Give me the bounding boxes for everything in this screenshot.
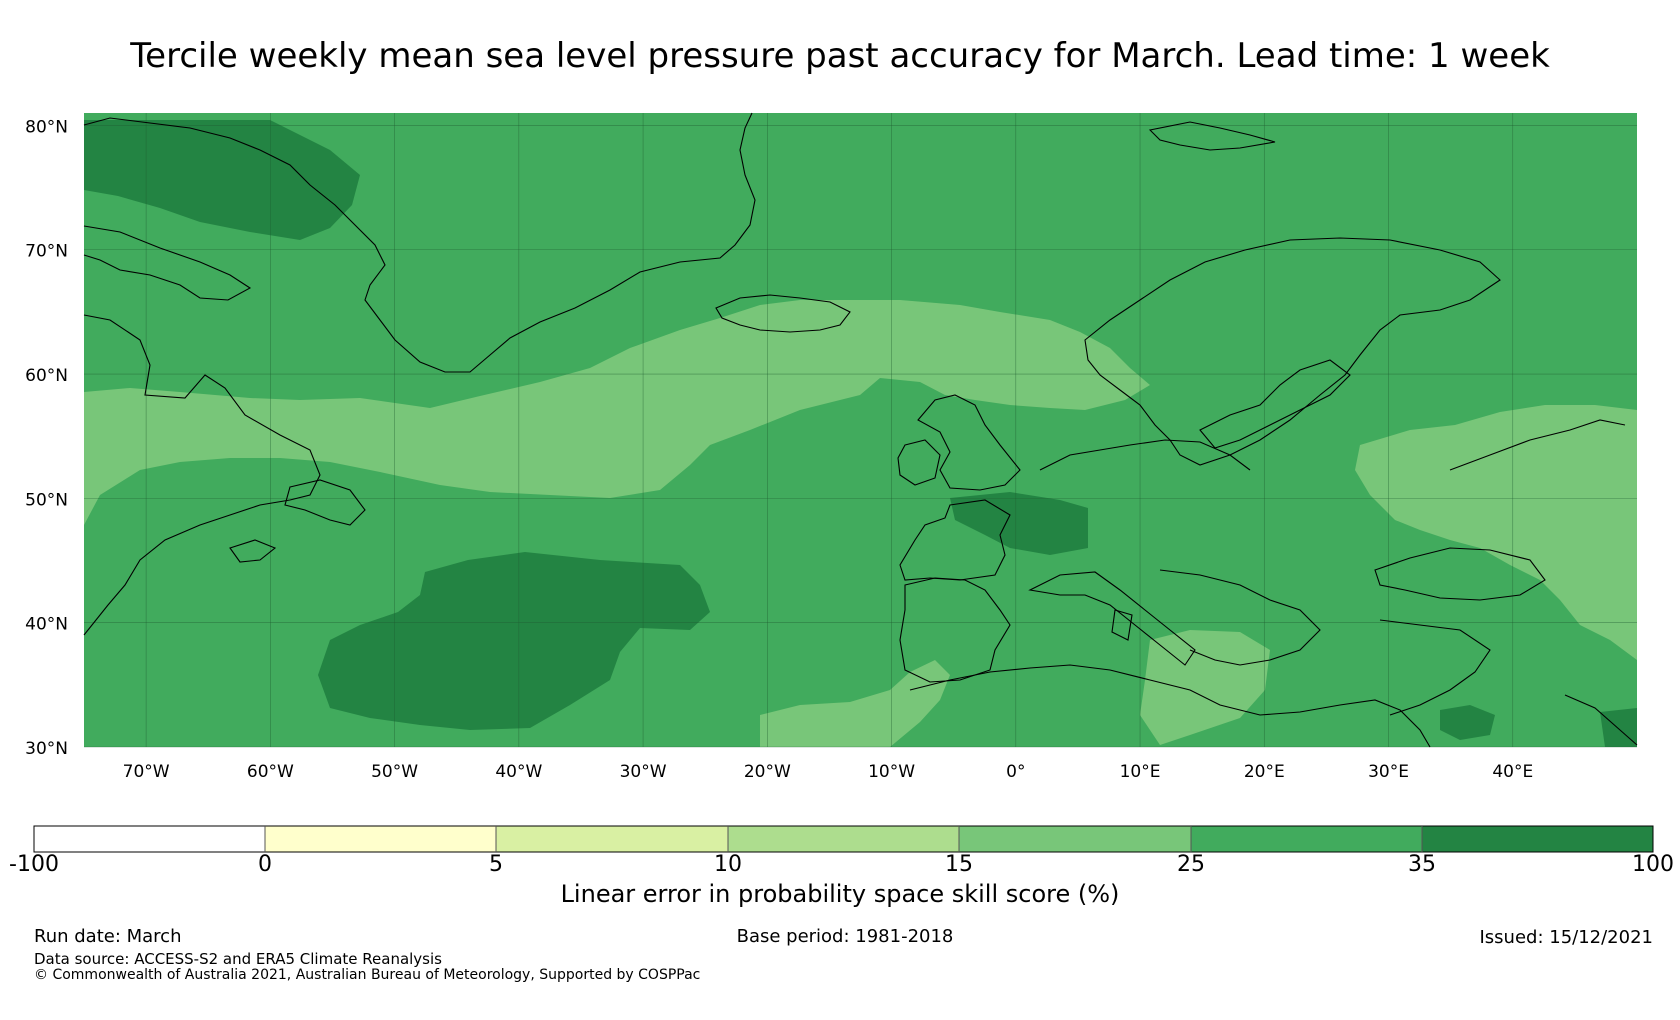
cbar-tick-label: 0 xyxy=(258,852,272,877)
latitude-label: 60°N xyxy=(25,366,68,386)
issued-date: Issued: 15/12/2021 xyxy=(1479,927,1653,948)
cbar-tick-label: 25 xyxy=(1177,852,1205,877)
skill-region-high-greenland xyxy=(84,120,360,240)
longitude-label: 30°W xyxy=(620,762,667,782)
cbar-tick-label: 10 xyxy=(714,852,742,877)
skill-region-high-east-med xyxy=(1440,705,1495,740)
skill-region-high-arabia xyxy=(1600,708,1637,747)
longitude-label: 0° xyxy=(1006,762,1025,782)
longitude-label: 20°E xyxy=(1244,762,1285,782)
cbar-bin-3 xyxy=(496,826,728,852)
run-date: Run date: March xyxy=(34,926,182,947)
cbar-bin-6 xyxy=(1191,826,1422,852)
longitude-label: 40°E xyxy=(1492,762,1533,782)
base-period: Base period: 1981-2018 xyxy=(736,926,954,947)
longitude-label: 30°E xyxy=(1368,762,1409,782)
longitude-label: 60°W xyxy=(247,762,294,782)
cbar-tick-label: 15 xyxy=(945,852,973,877)
longitude-label: 10°E xyxy=(1120,762,1161,782)
latitude-label: 30°N xyxy=(25,739,68,759)
data-source: Data source: ACCESS-S2 and ERA5 Climate … xyxy=(34,950,442,968)
latitude-label: 70°N xyxy=(25,242,68,262)
longitude-label: 50°W xyxy=(371,762,418,782)
cbar-tick-label: 5 xyxy=(489,852,503,877)
skill-region-mid-libya xyxy=(1140,630,1270,745)
cbar-tick-label: -100 xyxy=(9,852,59,877)
cbar-bin-1 xyxy=(34,826,265,852)
skill-region-mid-eastern-europe xyxy=(1355,405,1637,660)
colorbar-label: Linear error in probability space skill … xyxy=(560,880,1120,908)
longitude-label: 10°W xyxy=(868,762,915,782)
cbar-bin-7 xyxy=(1422,826,1653,852)
colorbar xyxy=(33,825,1654,853)
cbar-bin-4 xyxy=(728,826,959,852)
cbar-tick-label: 35 xyxy=(1408,852,1436,877)
latitude-label: 50°N xyxy=(25,490,68,510)
skill-region-mid-north-africa xyxy=(760,660,950,747)
cbar-bin-2 xyxy=(265,826,496,852)
skill-region-high-france xyxy=(950,492,1088,555)
longitude-labels: 70°W 60°W 50°W 40°W 30°W 20°W 10°W 0° 10°E 20°E 30… xyxy=(123,762,1534,782)
copyright: © Commonwealth of Australia 2021, Austra… xyxy=(34,967,701,983)
skill-region-mid-atlantic-band xyxy=(84,300,1150,525)
coastlines xyxy=(83,112,1638,748)
latitude-labels: 80°N 70°N 60°N 50°N 40°N 30°N xyxy=(25,117,68,759)
latitude-label: 80°N xyxy=(25,117,68,137)
longitude-label: 40°W xyxy=(495,762,542,782)
longitude-label: 70°W xyxy=(123,762,170,782)
graticule xyxy=(84,113,1637,748)
cbar-bin-5 xyxy=(959,826,1191,852)
chart-title: Tercile weekly mean sea level pressure p… xyxy=(130,36,1550,76)
longitude-label: 20°W xyxy=(744,762,791,782)
skill-region-high-central-atlantic xyxy=(318,552,710,730)
cbar-tick-label: 100 xyxy=(1632,852,1674,877)
latitude-label: 40°N xyxy=(25,615,68,635)
cbar-outline xyxy=(33,825,1654,853)
